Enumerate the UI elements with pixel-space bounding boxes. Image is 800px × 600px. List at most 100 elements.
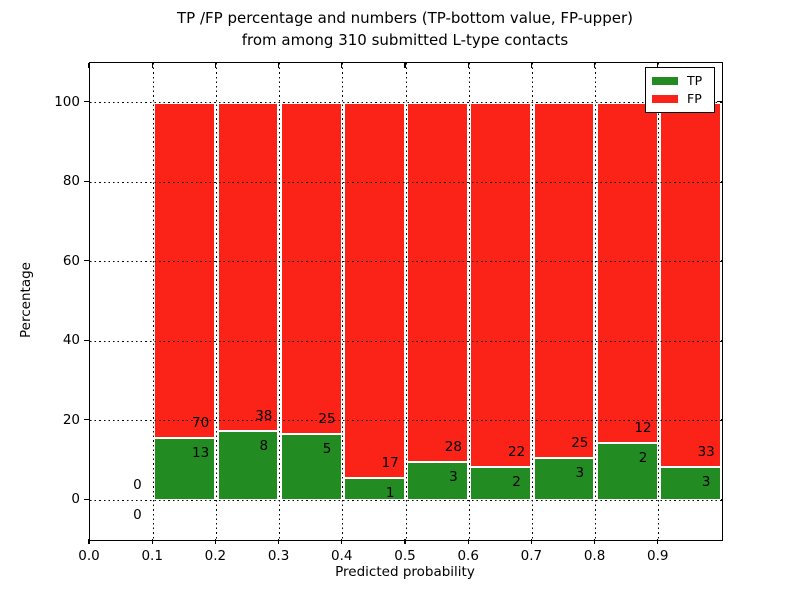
x-tick-mark-top (151, 63, 153, 68)
x-tick-mark-top (467, 63, 469, 68)
fp-legend-label: FP (687, 91, 702, 106)
fp-bar-segment (470, 102, 532, 468)
gridline-horizontal (90, 181, 722, 183)
plot-area: 0 0 70 13 38 8 25 5 17 1 28 3 22 2 25 3 12 2 33 3 (89, 62, 723, 541)
x-tick-mark (277, 539, 280, 544)
y-tick-label: 60 (62, 252, 80, 269)
fp-count-label: 17 (381, 455, 399, 472)
tp-count-label: 3 (449, 468, 458, 485)
x-axis-label: Predicted probability (335, 564, 475, 580)
y-tick-mark (84, 419, 89, 421)
tp-bar-segment (470, 467, 532, 501)
y-tick-label: 100 (54, 93, 80, 110)
x-tick-mark (530, 539, 533, 544)
legend: TP FP (645, 67, 715, 113)
x-tick-mark-top (88, 63, 90, 68)
x-tick-label: 0.6 (457, 548, 479, 564)
fp-legend-swatch (652, 95, 678, 103)
x-tick-label: 0.4 (331, 548, 353, 564)
y-tick-label: 40 (62, 332, 80, 349)
gridline-vertical (531, 63, 533, 540)
fp-count-label: 28 (444, 438, 462, 455)
fp-bar-segment (217, 102, 279, 432)
x-tick-mark (657, 539, 659, 544)
x-tick-label: 0.2 (204, 548, 227, 564)
y-tick-label: 80 (62, 173, 80, 190)
x-tick-mark (404, 539, 406, 544)
x-tick-label: 0.9 (647, 548, 669, 564)
gridline-horizontal (90, 420, 722, 422)
legend-item-fp: FP (652, 92, 708, 106)
gridline-horizontal (90, 102, 722, 104)
gridline-vertical (152, 63, 154, 540)
x-tick-label: 0.5 (394, 548, 416, 564)
chart-title: TP /FP percentage and numbers (TP-bottom… (89, 7, 721, 51)
y-tick-label: 20 (62, 411, 80, 428)
y-axis-label: Percentage (18, 262, 34, 338)
x-tick-mark (88, 539, 90, 544)
fp-bar-segment (596, 102, 658, 444)
tp-bar-segment (660, 467, 721, 501)
fp-bar-segment (280, 102, 342, 434)
fp-bar-segment (407, 102, 468, 462)
tp-count-label: 1 (385, 485, 395, 502)
tp-count-label: 8 (259, 438, 269, 455)
x-tick-label: 0.1 (141, 548, 163, 564)
x-tick-label: 0.3 (267, 548, 290, 564)
chart-title-line1: TP /FP percentage and numbers (TP-bottom… (177, 9, 633, 27)
gridline-horizontal (90, 261, 722, 263)
x-tick-mark (214, 539, 217, 544)
gridline-horizontal (90, 340, 722, 342)
fp-bar-segment (154, 102, 216, 438)
tp-count-label: 3 (575, 464, 585, 481)
y-tick-mark-right (717, 101, 722, 103)
tp-bar-segment (533, 457, 595, 501)
fp-bar-segment (344, 102, 405, 479)
tp-count-label: 2 (638, 450, 648, 467)
gridline-vertical (279, 63, 281, 540)
x-tick-mark-top (593, 63, 596, 68)
x-tick-mark-top (341, 63, 343, 68)
y-tick-mark (84, 339, 89, 341)
tp-bar-segment (154, 438, 216, 501)
gridline-vertical (468, 63, 470, 540)
x-tick-mark-top (657, 63, 659, 68)
gridline-vertical (658, 63, 660, 540)
x-tick-mark (151, 539, 153, 544)
x-tick-mark (593, 539, 596, 544)
x-tick-mark-top (404, 63, 406, 68)
fp-count-label: 25 (318, 410, 336, 427)
tp-bar-segment (344, 478, 405, 501)
y-tick-mark (84, 260, 89, 262)
x-tick-label: 0.0 (78, 548, 100, 564)
tp-bar-segment (596, 443, 658, 501)
tp-legend-label: TP (687, 73, 703, 88)
x-tick-mark (341, 539, 343, 544)
fp-count-label: 70 (192, 415, 210, 431)
y-tick-label: 0 (71, 491, 80, 508)
gridline-vertical (595, 63, 597, 540)
x-tick-mark (467, 539, 469, 544)
x-tick-mark-top (277, 63, 280, 68)
legend-item-tp: TP (652, 74, 708, 88)
fp-count-label: 22 (508, 444, 526, 461)
tp-count-label: 0 (133, 507, 142, 524)
y-tick-mark (84, 498, 89, 500)
tp-count-label: 5 (322, 440, 332, 457)
x-tick-mark-top (214, 63, 217, 68)
tp-bar-segment (217, 431, 279, 501)
gridline-vertical (342, 63, 344, 540)
fp-bar-segment (660, 102, 721, 468)
fp-count-label: 0 (133, 477, 142, 494)
gridline-horizontal (90, 499, 722, 501)
fp-bar-segment (533, 102, 595, 458)
fp-count-label: 33 (697, 444, 715, 461)
fp-count-label: 25 (571, 434, 589, 451)
gridline-vertical (405, 63, 407, 540)
x-tick-label: 0.7 (520, 548, 543, 564)
tp-count-label: 2 (512, 474, 521, 491)
tp-count-label: 3 (701, 474, 711, 491)
y-tick-mark (84, 101, 89, 103)
x-tick-label: 0.8 (583, 548, 606, 564)
tp-bar-segment (280, 433, 342, 501)
